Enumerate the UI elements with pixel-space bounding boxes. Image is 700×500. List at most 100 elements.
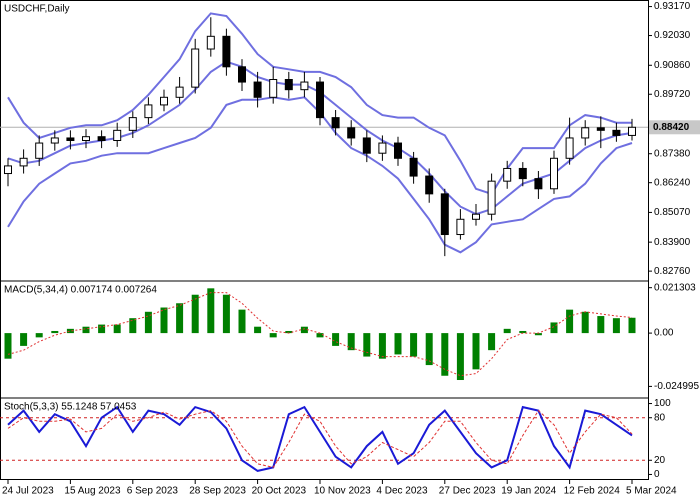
y-tick-label: 0.85070 bbox=[654, 207, 691, 218]
indicator-line bbox=[7, 405, 633, 472]
macd-bar bbox=[472, 333, 480, 370]
candle-body bbox=[362, 137, 371, 154]
pane-title: Stoch(5,3,3) 55.1248 57.0453 bbox=[4, 402, 137, 413]
macd-bar bbox=[550, 322, 558, 334]
macd-bar bbox=[51, 330, 59, 334]
indicator-line bbox=[7, 292, 633, 377]
y-tick-label: 0 bbox=[654, 469, 660, 480]
candle-body bbox=[534, 178, 543, 190]
candle-body bbox=[550, 157, 558, 190]
y-tick-label: 0.90860 bbox=[654, 60, 691, 71]
y-tick-label: 0.82760 bbox=[654, 266, 691, 277]
y-tick-label: 0.92030 bbox=[654, 30, 691, 41]
macd-bar bbox=[519, 330, 527, 334]
pane-title: MACD(5,34,4) 0.007174 0.007264 bbox=[4, 285, 157, 296]
candle-body bbox=[378, 142, 387, 154]
macd-bar bbox=[566, 309, 574, 334]
macd-bar bbox=[98, 324, 106, 334]
y-tick-label: 80 bbox=[654, 412, 666, 423]
macd-bar bbox=[534, 333, 542, 336]
y-tick-label: 0.87380 bbox=[654, 148, 691, 159]
indicator-line bbox=[7, 409, 633, 468]
macd-bar bbox=[612, 318, 620, 334]
macd-bar bbox=[82, 326, 90, 334]
candle-body bbox=[456, 218, 465, 236]
x-tick-label: 4 Dec 2023 bbox=[376, 486, 428, 497]
candle-body bbox=[503, 167, 512, 182]
macd-bar bbox=[254, 326, 262, 334]
macd-bar bbox=[503, 328, 511, 334]
candle-body bbox=[66, 137, 75, 141]
current-price-box bbox=[649, 120, 700, 135]
candle-body bbox=[4, 165, 12, 175]
x-tick-label: 19 Jan 2024 bbox=[501, 486, 556, 497]
candle-body bbox=[472, 213, 480, 220]
candle-body bbox=[425, 175, 434, 195]
macd-bar bbox=[160, 307, 168, 334]
candle-body bbox=[300, 81, 309, 91]
macd-bar bbox=[597, 316, 605, 334]
macd-bar bbox=[269, 333, 277, 338]
x-tick-label: 6 Sep 2023 bbox=[127, 486, 179, 497]
macd-bar bbox=[394, 333, 402, 355]
macd-bar bbox=[113, 324, 121, 334]
macd-bar bbox=[425, 333, 433, 366]
candle-body bbox=[487, 180, 496, 215]
macd-bar bbox=[144, 311, 152, 334]
macd-bar bbox=[378, 333, 386, 359]
candle-body bbox=[144, 104, 153, 119]
macd-bar bbox=[176, 303, 184, 334]
y-tick-label: 100 bbox=[654, 398, 671, 409]
macd-bar bbox=[316, 333, 324, 338]
macd-bar bbox=[238, 309, 246, 334]
candle-body bbox=[596, 127, 605, 131]
macd-bar bbox=[129, 318, 137, 334]
candle-body bbox=[175, 86, 184, 98]
candle-body bbox=[35, 142, 44, 159]
candle-body bbox=[206, 35, 215, 50]
macd-bar bbox=[441, 333, 449, 376]
candle-body bbox=[113, 129, 122, 142]
candle-body bbox=[628, 126, 636, 136]
x-tick-label: 27 Dec 2023 bbox=[439, 486, 496, 497]
y-tick-label: 20 bbox=[654, 455, 666, 466]
macd-bar bbox=[300, 326, 308, 334]
candle-body bbox=[409, 157, 418, 177]
candle-body bbox=[19, 157, 28, 167]
candle-body bbox=[581, 127, 590, 139]
current-price-label: 0.88420 bbox=[653, 122, 690, 133]
plot-frame bbox=[0, 0, 649, 480]
x-tick-label: 24 Jul 2023 bbox=[2, 486, 54, 497]
macd-bar bbox=[222, 294, 230, 334]
candle-body bbox=[565, 137, 574, 159]
y-tick-label: 0.021303 bbox=[654, 282, 696, 293]
candle-body bbox=[518, 167, 527, 180]
candle-body bbox=[253, 81, 262, 98]
macd-bar bbox=[4, 333, 12, 359]
candle-body bbox=[394, 142, 402, 159]
y-tick-label: -0.024995 bbox=[654, 381, 699, 392]
y-tick-label: 0.89720 bbox=[654, 89, 691, 100]
candle-body bbox=[440, 193, 449, 236]
x-tick-label: 12 Feb 2024 bbox=[564, 486, 621, 497]
y-tick-label: 0.86240 bbox=[654, 177, 691, 188]
candle-body bbox=[612, 129, 621, 136]
macd-bar bbox=[410, 333, 418, 357]
macd-bar bbox=[20, 333, 28, 346]
x-tick-label: 10 Nov 2023 bbox=[314, 486, 371, 497]
candle-body bbox=[50, 137, 59, 144]
candle-body bbox=[128, 117, 137, 131]
macd-bar bbox=[363, 333, 371, 357]
y-tick-label: 0.93170 bbox=[654, 1, 691, 12]
candle-body bbox=[222, 35, 231, 68]
macd-bar bbox=[581, 311, 589, 334]
candle-body bbox=[331, 117, 340, 129]
macd-bar bbox=[207, 288, 215, 334]
macd-bar bbox=[191, 294, 199, 334]
candle-body bbox=[269, 79, 278, 98]
macd-bar bbox=[285, 330, 293, 334]
pane-title: USDCHF,Daily bbox=[4, 4, 70, 15]
candle-body bbox=[238, 66, 246, 83]
macd-bar bbox=[488, 333, 496, 351]
